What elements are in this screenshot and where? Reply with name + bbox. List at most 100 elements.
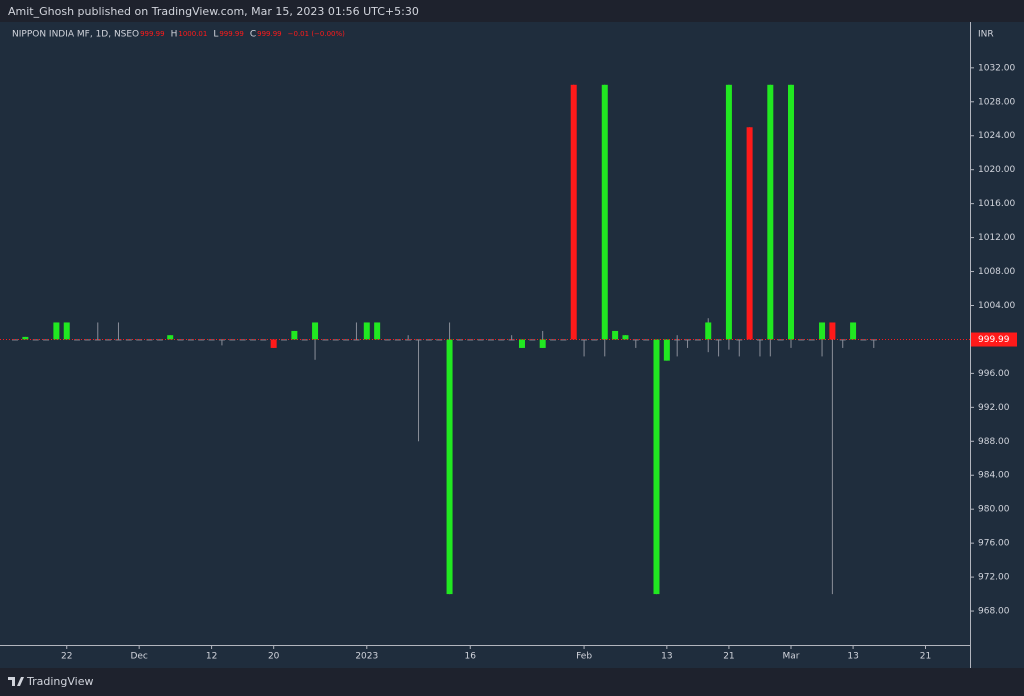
- candle-body: [115, 339, 122, 341]
- legend-value: 999.99: [257, 30, 282, 38]
- candle-body: [363, 322, 370, 340]
- candle-body: [622, 335, 629, 340]
- candle-body: [746, 127, 753, 340]
- y-tick-label: 996.00: [978, 369, 1010, 379]
- plot: [0, 84, 970, 595]
- candle-body: [332, 339, 339, 341]
- candle-body: [736, 339, 743, 341]
- candle-body: [529, 339, 536, 341]
- candle-body: [63, 322, 70, 340]
- x-tick-label: 2023: [355, 652, 378, 662]
- x-tick-label: 13: [661, 652, 672, 662]
- candle-body: [860, 339, 867, 341]
- candle-body: [281, 339, 288, 341]
- legend-key: O: [132, 30, 139, 40]
- y-tick-label: 1024.00: [978, 131, 1015, 141]
- ohlc-legend: O 999.99 H 1000.01 L 999.99 C 999.99 −0.01 (−0.0…: [132, 30, 345, 40]
- candle-body: [312, 322, 319, 340]
- candle-body: [270, 339, 277, 348]
- y-tick-label: 1020.00: [978, 165, 1015, 175]
- x-tick-label: 12: [206, 652, 217, 662]
- legend-value: 999.99: [140, 30, 165, 38]
- candle-body: [239, 339, 246, 341]
- x-tick-label: 21: [920, 652, 931, 662]
- legend-key: C: [250, 30, 256, 40]
- candle-body: [518, 339, 525, 348]
- candle-body: [301, 339, 308, 341]
- x-tick-label: Mar: [783, 652, 800, 662]
- candle-body: [550, 339, 557, 341]
- candle-body: [612, 330, 619, 340]
- legend-key: H: [171, 30, 178, 40]
- candle-body: [436, 339, 443, 341]
- candle-body: [674, 339, 681, 341]
- candle-body: [291, 330, 298, 340]
- candle-body: [705, 322, 712, 340]
- candle-body: [653, 339, 660, 595]
- candle-body: [43, 339, 50, 341]
- candle-body: [788, 84, 795, 340]
- candle-body: [32, 339, 39, 341]
- candle-body: [808, 339, 815, 341]
- candle-body: [725, 84, 732, 340]
- candle-body: [146, 339, 153, 341]
- y-tick-label: 980.00: [978, 505, 1010, 515]
- candle-body: [22, 336, 29, 340]
- candle-body: [343, 339, 350, 341]
- logo-icon: [8, 677, 24, 686]
- candle-body: [394, 339, 401, 341]
- y-tick-label: 1028.00: [978, 97, 1015, 107]
- candle-body: [425, 339, 432, 341]
- candle-body: [560, 339, 567, 341]
- y-tick-label: 984.00: [978, 471, 1010, 481]
- footer-brand: TradingView: [26, 675, 93, 688]
- y-tick-label: 1016.00: [978, 199, 1015, 209]
- candle-body: [539, 339, 546, 348]
- candle-body: [353, 339, 360, 341]
- candle-body: [850, 322, 857, 340]
- candle-body: [632, 339, 639, 341]
- y-tick-label: 1004.00: [978, 301, 1015, 311]
- candle-body: [715, 339, 722, 341]
- x-tick-label: 20: [268, 652, 280, 662]
- legend-value: 999.99: [219, 30, 244, 38]
- candle-body: [508, 339, 515, 341]
- candle-body: [581, 339, 588, 341]
- legend-key: L: [213, 30, 218, 40]
- candle-body: [260, 339, 267, 341]
- legend-change: −0.01 (−0.00%): [288, 30, 346, 38]
- y-tick-label: 988.00: [978, 437, 1010, 447]
- candle-body: [208, 339, 215, 341]
- candle-body: [663, 339, 670, 361]
- footer-logo: TradingView: [8, 675, 93, 688]
- chart-pane: [0, 22, 1024, 668]
- candle-body: [374, 322, 381, 340]
- x-tick-label: 21: [723, 652, 734, 662]
- candle-body: [767, 84, 774, 340]
- legend-value: 1000.01: [178, 30, 207, 38]
- candle-body: [218, 339, 225, 341]
- candle-body: [53, 322, 60, 340]
- currency: INR: [978, 30, 994, 40]
- y-tick-label: 992.00: [978, 403, 1010, 413]
- y-tick-label: 1032.00: [978, 63, 1015, 73]
- y-tick-label: 1012.00: [978, 233, 1015, 243]
- candle-body: [94, 339, 101, 341]
- y-tick-label: 972.00: [978, 573, 1010, 583]
- candle-body: [415, 339, 422, 341]
- candle-body: [136, 339, 143, 341]
- publish-note: Amit_Ghosh published on TradingView.com,…: [8, 5, 419, 18]
- candle-body: [819, 322, 826, 340]
- candle-body: [322, 339, 329, 341]
- candle-body: [487, 339, 494, 341]
- candle-body: [125, 339, 132, 341]
- candle-body: [570, 84, 577, 340]
- candle-body: [643, 339, 650, 341]
- x-tick-label: 16: [465, 652, 477, 662]
- symbol-title: NIPPON INDIA MF, 1D, NSE: [12, 30, 132, 40]
- last-price-box: [971, 332, 1017, 347]
- candle-body: [187, 339, 194, 341]
- x-tick-label: Feb: [576, 652, 592, 662]
